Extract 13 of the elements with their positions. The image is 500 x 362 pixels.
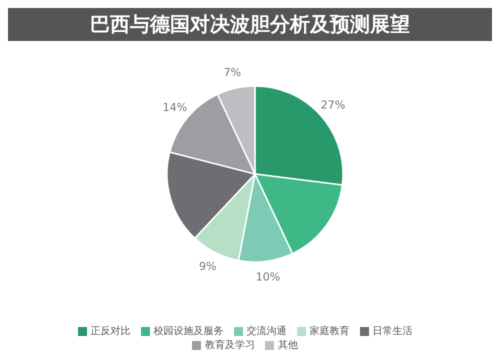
legend-label: 教育及学习 (205, 340, 255, 351)
data-label: 14% (162, 101, 188, 114)
legend-label: 家庭教育 (310, 326, 350, 337)
chart-title: 巴西与德国对决波胆分析及预测展望 (8, 8, 492, 41)
data-label: 9% (199, 260, 217, 274)
data-label: 7% (224, 66, 242, 80)
data-label: 27% (320, 98, 346, 112)
legend-label: 日常生活 (372, 326, 412, 337)
legend-label: 正反对比 (90, 326, 130, 337)
legend-label: 校园设施及服务 (154, 326, 224, 337)
legend-label: 其他 (278, 340, 298, 351)
data-label: 10% (256, 270, 280, 284)
legend-label: 交流沟通 (246, 326, 286, 337)
